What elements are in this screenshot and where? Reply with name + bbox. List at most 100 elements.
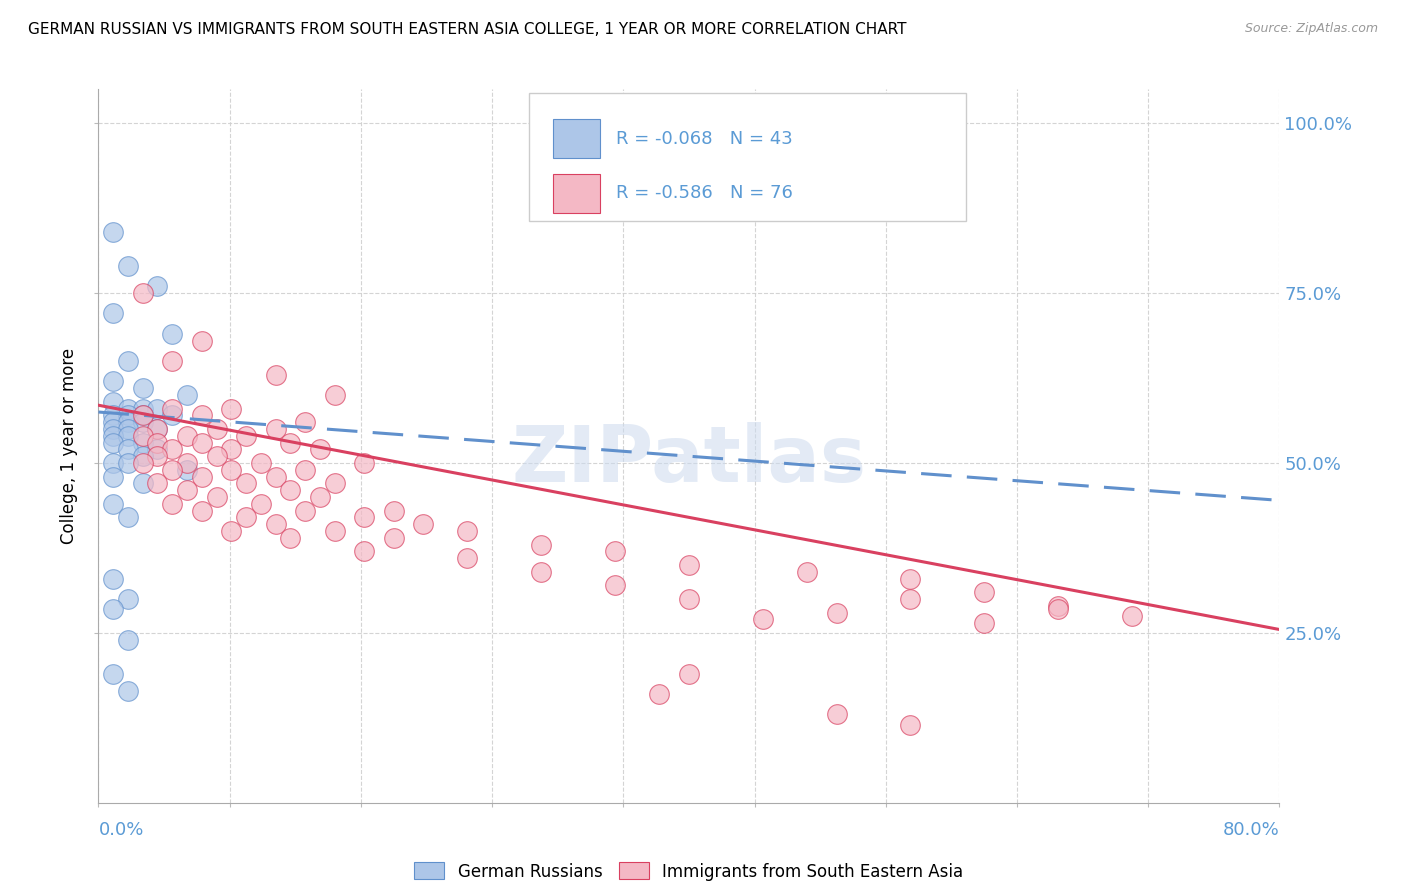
Text: R = -0.586   N = 76: R = -0.586 N = 76 [616, 185, 793, 202]
Point [132, 415, 155, 429]
Point [751, 612, 773, 626]
Point [117, 259, 139, 273]
Point [117, 415, 139, 429]
Point [176, 483, 198, 498]
Point [162, 326, 183, 341]
Point [132, 409, 155, 423]
Point [117, 632, 139, 647]
Point [678, 558, 700, 572]
Legend: German Russians, Immigrants from South Eastern Asia: German Russians, Immigrants from South E… [408, 855, 970, 888]
Point [250, 497, 273, 511]
Point [235, 429, 257, 443]
Point [219, 442, 242, 457]
Point [294, 415, 316, 429]
Point [162, 497, 183, 511]
Bar [553, 174, 600, 213]
Point [530, 565, 553, 579]
Point [412, 517, 434, 532]
Point [103, 409, 125, 423]
Point [1046, 599, 1069, 613]
Point [900, 717, 922, 731]
Point [117, 510, 139, 524]
Point [605, 578, 627, 592]
Point [191, 503, 214, 517]
Y-axis label: College, 1 year or more: College, 1 year or more [60, 348, 79, 544]
Point [117, 354, 139, 368]
Point [162, 442, 183, 457]
Point [1121, 608, 1143, 623]
Text: GERMAN RUSSIAN VS IMMIGRANTS FROM SOUTH EASTERN ASIA COLLEGE, 1 YEAR OR MORE COR: GERMAN RUSSIAN VS IMMIGRANTS FROM SOUTH … [28, 22, 907, 37]
Point [648, 687, 671, 701]
Point [353, 456, 375, 470]
Point [235, 476, 257, 491]
Text: ZIPatlas: ZIPatlas [512, 422, 866, 499]
Point [103, 497, 125, 511]
Point [146, 435, 169, 450]
Point [205, 449, 228, 463]
Point [162, 409, 183, 423]
Point [176, 456, 198, 470]
Point [235, 510, 257, 524]
Point [264, 517, 287, 532]
Point [176, 388, 198, 402]
Point [103, 306, 125, 320]
Point [132, 456, 155, 470]
Point [191, 469, 214, 483]
Point [294, 463, 316, 477]
Point [176, 463, 198, 477]
Point [146, 401, 169, 416]
Point [103, 456, 125, 470]
Point [191, 409, 214, 423]
Point [264, 422, 287, 436]
Point [308, 490, 332, 504]
Point [219, 401, 242, 416]
Point [323, 476, 346, 491]
Point [132, 429, 155, 443]
Point [678, 591, 700, 606]
Point [353, 544, 375, 558]
Point [117, 442, 139, 457]
Point [117, 683, 139, 698]
Point [132, 409, 155, 423]
Point [530, 537, 553, 551]
Point [146, 449, 169, 463]
Bar [553, 120, 600, 159]
Point [132, 286, 155, 301]
Point [132, 476, 155, 491]
Point [278, 435, 302, 450]
Point [825, 707, 848, 722]
Point [191, 435, 214, 450]
Point [900, 591, 922, 606]
Point [117, 456, 139, 470]
Point [117, 422, 139, 436]
Point [103, 666, 125, 681]
Point [146, 442, 169, 457]
Point [132, 449, 155, 463]
Point [103, 429, 125, 443]
Point [146, 422, 169, 436]
Text: Source: ZipAtlas.com: Source: ZipAtlas.com [1244, 22, 1378, 36]
Point [308, 442, 332, 457]
Point [146, 422, 169, 436]
FancyBboxPatch shape [530, 93, 966, 221]
Point [103, 469, 125, 483]
Point [132, 401, 155, 416]
Point [323, 524, 346, 538]
Point [353, 510, 375, 524]
Text: 80.0%: 80.0% [1223, 821, 1279, 838]
Point [294, 503, 316, 517]
Point [382, 503, 405, 517]
Point [205, 422, 228, 436]
Point [323, 388, 346, 402]
Point [825, 606, 848, 620]
Point [973, 615, 995, 630]
Point [973, 585, 995, 599]
Point [205, 490, 228, 504]
Text: 0.0%: 0.0% [98, 821, 143, 838]
Point [264, 368, 287, 382]
Point [278, 531, 302, 545]
Point [900, 572, 922, 586]
Point [250, 456, 273, 470]
Point [456, 524, 478, 538]
Point [219, 524, 242, 538]
